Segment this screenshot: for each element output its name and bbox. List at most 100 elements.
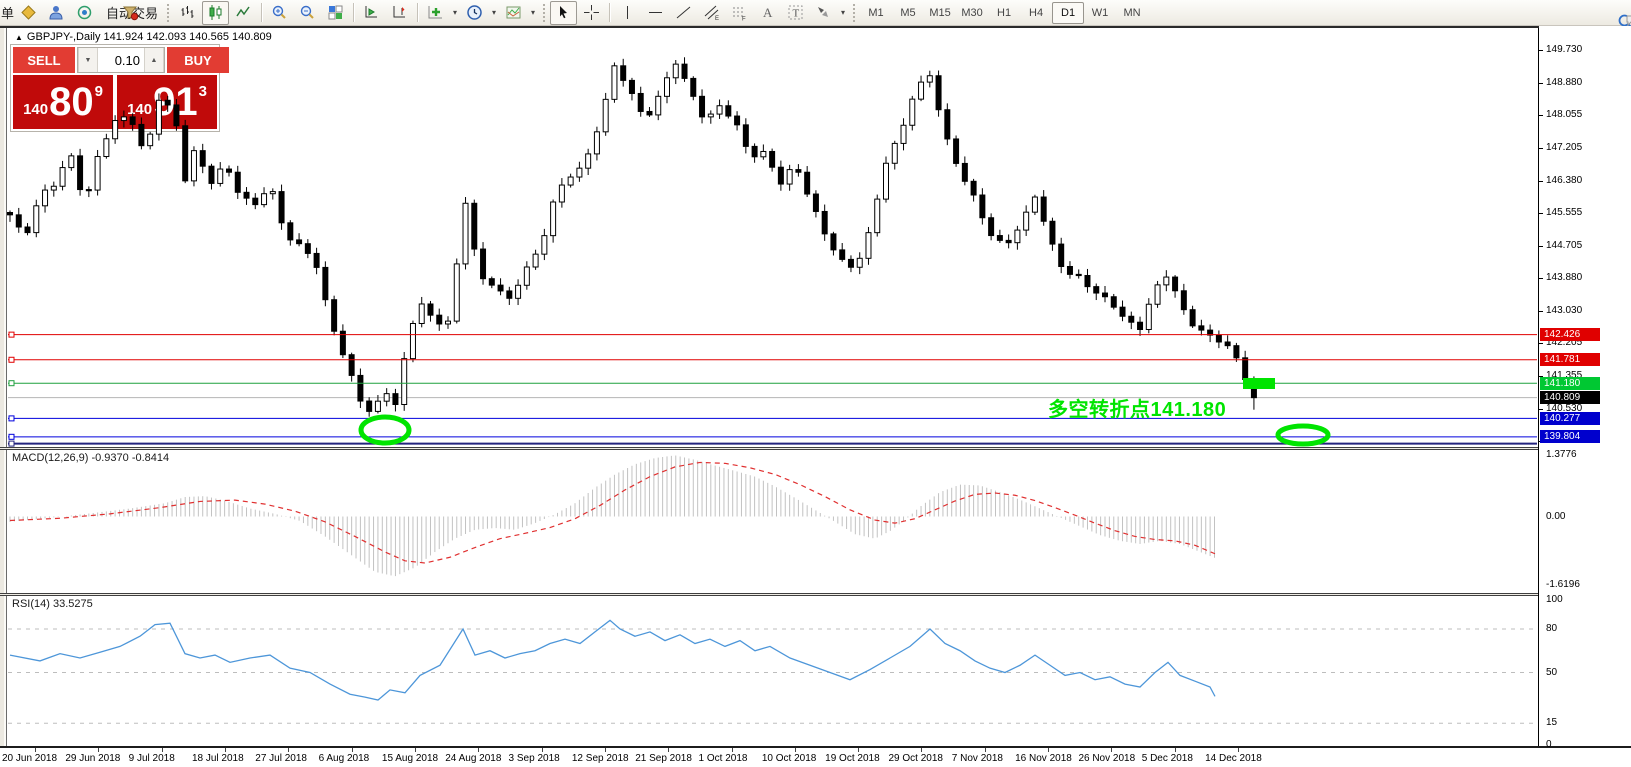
date-tick xyxy=(98,748,100,752)
tile-windows-icon[interactable] xyxy=(322,1,349,25)
toolbar-grip[interactable] xyxy=(167,3,170,22)
macd-panel[interactable] xyxy=(7,450,1538,593)
date-tick xyxy=(794,748,796,752)
date-tick-label: 6 Aug 2018 xyxy=(318,753,370,764)
date-tick-label: 20 Jun 2018 xyxy=(2,753,58,764)
price-tick xyxy=(1539,148,1543,150)
line-chart-icon[interactable] xyxy=(230,1,257,25)
fibonacci-icon[interactable]: F xyxy=(726,1,753,25)
label-icon[interactable]: T xyxy=(782,1,809,25)
timeframe-button-mn[interactable]: MN xyxy=(1123,6,1141,19)
candlestick-chart-icon[interactable] xyxy=(202,0,230,25)
timeframe-button-h1[interactable]: H1 xyxy=(997,6,1012,19)
price-tick-label: 147.205 xyxy=(1546,142,1583,154)
window-left-edge xyxy=(0,28,7,767)
vertical-line-icon[interactable] xyxy=(614,1,641,25)
periods-dropdown[interactable]: ▾ xyxy=(492,8,497,17)
price-tick-label: 142.205 xyxy=(1546,337,1583,349)
cursor-icon[interactable] xyxy=(550,0,578,25)
price-tick-label: 146.380 xyxy=(1546,174,1583,186)
date-tick xyxy=(288,748,290,752)
indicators-icon[interactable] xyxy=(422,1,449,25)
auto-scroll-icon[interactable] xyxy=(358,1,385,25)
buy-price-sup: 3 xyxy=(198,82,207,100)
price-tick xyxy=(1539,311,1543,313)
price-axis[interactable]: 149.730 148.880 148.055 147.205 146.380 145.5… xyxy=(1539,26,1631,750)
text-icon[interactable]: A xyxy=(754,1,781,25)
signals-icon[interactable] xyxy=(71,1,98,25)
crosshair-icon[interactable] xyxy=(578,1,605,25)
timeframe-button-h4[interactable]: H4 xyxy=(1029,6,1044,19)
timeframe-button-m30[interactable]: M30 xyxy=(961,6,983,19)
toolbar-grip[interactable] xyxy=(543,3,546,22)
date-tick-label: 29 Jun 2018 xyxy=(65,753,121,764)
collapse-triangle-icon[interactable]: ▲ xyxy=(15,33,23,42)
indicators-dropdown[interactable]: ▾ xyxy=(453,8,458,17)
panel-separator[interactable] xyxy=(0,593,1631,596)
timeframe-button-w1[interactable]: W1 xyxy=(1091,6,1109,19)
timeframe-button-m5[interactable]: M5 xyxy=(900,6,916,19)
price-tick xyxy=(1539,83,1543,85)
sell-price-display[interactable]: 140 80 9 xyxy=(13,75,113,129)
new-order-button[interactable]: 单 xyxy=(1,6,15,21)
main-price-chart[interactable] xyxy=(7,28,1538,447)
price-tick-label: 143.030 xyxy=(1546,305,1583,317)
zoom-in-icon[interactable] xyxy=(266,1,293,25)
timeframe-button-d1[interactable]: D1 xyxy=(1052,1,1085,24)
templates-icon[interactable] xyxy=(500,1,527,25)
rsi-panel[interactable] xyxy=(7,596,1538,746)
price-tick xyxy=(1539,50,1543,51)
market-watch-icon[interactable] xyxy=(15,1,42,25)
macd-axis-label: 1.3776 xyxy=(1546,449,1577,460)
rsi-label: RSI(14) 33.5275 xyxy=(12,598,93,610)
date-tick xyxy=(668,748,670,752)
volume-up-button[interactable]: ▲ xyxy=(144,48,164,72)
volume-down-button[interactable]: ▼ xyxy=(78,48,98,72)
chart-shift-icon[interactable] xyxy=(386,1,413,25)
autotrading-button[interactable]: 自动交易 xyxy=(99,1,162,25)
date-tick-label: 14 Dec 2018 xyxy=(1205,753,1262,764)
data-window-icon[interactable] xyxy=(43,1,70,25)
price-tick xyxy=(1539,408,1543,410)
chart-window-border xyxy=(0,26,1631,28)
arrows-icon[interactable] xyxy=(810,1,837,25)
toolbar-separator xyxy=(353,3,355,22)
panel-separator[interactable] xyxy=(0,447,1631,450)
channel-icon[interactable]: E xyxy=(698,1,725,25)
toolbar-grip[interactable] xyxy=(853,3,856,22)
date-tick-label: 5 Dec 2018 xyxy=(1141,753,1193,764)
price-tick xyxy=(1539,277,1543,279)
rsi-axis-label: 80 xyxy=(1546,623,1558,634)
periods-icon[interactable] xyxy=(461,1,488,25)
sell-price-small: 140 xyxy=(23,100,49,118)
sell-button[interactable]: SELL xyxy=(13,47,75,73)
date-tick-label: 3 Sep 2018 xyxy=(508,753,560,764)
trendline-icon[interactable] xyxy=(670,1,697,25)
bar-chart-icon[interactable] xyxy=(174,1,201,25)
toolbar-separator xyxy=(417,3,419,22)
price-tag: 141.781 xyxy=(1540,353,1600,367)
timeframe-button-m15[interactable]: M15 xyxy=(929,6,951,19)
timeframe-button-m1[interactable]: M1 xyxy=(868,6,884,19)
zoom-out-icon[interactable] xyxy=(294,1,321,25)
date-tick xyxy=(984,748,986,752)
macd-axis-label: 0.00 xyxy=(1546,510,1566,522)
price-tag: 141.180 xyxy=(1540,376,1600,390)
date-tick xyxy=(224,748,226,752)
price-tag: 140.277 xyxy=(1540,411,1600,425)
price-tag: 140.809 xyxy=(1540,391,1600,405)
date-tick xyxy=(541,748,543,752)
templates-dropdown[interactable]: ▾ xyxy=(531,8,536,17)
volume-input[interactable] xyxy=(98,48,144,72)
price-tick-label: 148.055 xyxy=(1546,109,1583,121)
toolbar: 单 自动交易 xyxy=(0,0,1631,28)
price-axis-border xyxy=(1538,28,1539,746)
buy-button[interactable]: BUY xyxy=(167,47,229,73)
price-tick xyxy=(1539,115,1543,117)
date-tick-label: 24 Aug 2018 xyxy=(445,753,502,764)
date-tick xyxy=(1174,748,1176,752)
date-axis[interactable]: 20 Jun 2018 29 Jun 2018 9 Jul 2018 18 Jul 2… xyxy=(0,748,1631,767)
arrows-dropdown[interactable]: ▾ xyxy=(841,8,846,17)
horizontal-line-icon[interactable] xyxy=(642,1,669,25)
toolbar-separator xyxy=(261,3,263,22)
